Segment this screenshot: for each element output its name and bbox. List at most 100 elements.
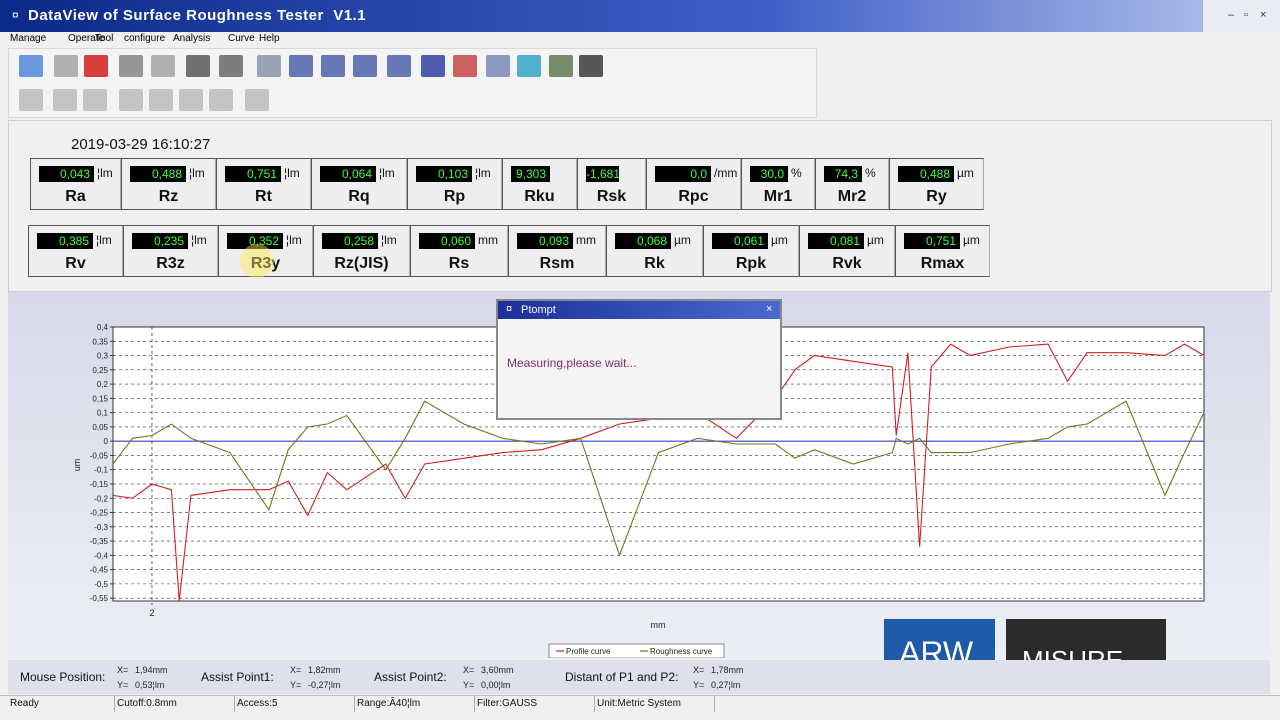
series-line — [112, 400, 1205, 557]
readout-label: Distant of P1 and P2: — [565, 670, 679, 684]
parameter-name: Rz — [158, 188, 179, 205]
parameter-value: 0,352 — [227, 233, 283, 249]
status-field: Cutoff:0.8mm — [117, 698, 177, 709]
dialog-title-bar: ¤ Ptompt × — [498, 301, 780, 319]
readout-y-value: -0,27¦lm — [308, 680, 341, 690]
toolbar-button[interactable] — [579, 55, 603, 77]
parameter-unit: % — [791, 166, 802, 180]
toolbar-button[interactable] — [353, 55, 377, 77]
toolbar-button[interactable] — [54, 55, 78, 77]
toolbar-button[interactable] — [453, 55, 477, 77]
parameter-unit: mm — [576, 233, 596, 247]
toolbar-button[interactable] — [289, 55, 313, 77]
readout-x-value: 3,60mm — [481, 665, 514, 675]
toolbar-button[interactable] — [517, 55, 541, 77]
dialog-icon: ¤ — [506, 303, 513, 315]
parameter-unit: ¦lm — [191, 233, 207, 247]
menu-item[interactable]: Help — [259, 33, 280, 44]
parameter-name: Rp — [443, 188, 466, 205]
menu-item[interactable]: Operate — [68, 33, 105, 44]
parameter-box: 0,061 µm Rpk — [703, 225, 799, 277]
parameter-unit: µm — [867, 233, 884, 247]
toolbar-button[interactable] — [387, 55, 411, 77]
readout-y-value: 0,27¦lm — [711, 680, 741, 690]
readout-x-value: 1,94mm — [135, 665, 168, 675]
parameter-value: 0,751 — [904, 233, 960, 249]
parameter-box: 0,385 ¦lm Rv — [28, 225, 123, 277]
parameter-value: 0,081 — [808, 233, 864, 249]
parameter-box: 9,303 Rku — [502, 158, 577, 210]
y-tick-label: 0,2 — [97, 380, 109, 389]
toolbar-button-disabled — [149, 89, 173, 111]
toolbar-button[interactable] — [19, 55, 43, 77]
menu-item[interactable]: Tool — [95, 33, 114, 44]
parameter-box: 0,751 µm Rmax — [895, 225, 990, 277]
window-button[interactable]: ▫ — [1244, 9, 1248, 21]
readout-y-value: 0,00¦lm — [481, 680, 511, 690]
parameter-value: 0,103 — [416, 166, 472, 182]
parameter-value: 0,0 — [655, 166, 711, 182]
readout-y-label: Y= — [290, 680, 302, 690]
toolbar-button[interactable] — [486, 55, 510, 77]
parameter-box: 0,043 ¦lm Ra — [30, 158, 121, 210]
parameter-name: R3y — [250, 255, 281, 272]
toolbar-button[interactable] — [186, 55, 210, 77]
parameter-value: 0,488 — [130, 166, 186, 182]
window-title: DataView of Surface Roughness Tester V1.… — [28, 7, 367, 24]
toolbar-button[interactable] — [219, 55, 243, 77]
parameter-box: 0,352 ¦lm R3y — [218, 225, 313, 277]
parameter-unit: ¦lm — [284, 166, 300, 180]
dialog-close[interactable]: × — [766, 303, 773, 315]
window-button[interactable]: – — [1228, 9, 1235, 21]
parameter-box: 0,258 ¦lm Rz(JIS) — [313, 225, 410, 277]
readout-x-value: 1,82mm — [308, 665, 341, 675]
status-separator — [714, 696, 715, 712]
parameter-unit: % — [865, 166, 876, 180]
parameter-box: 30,0% Mr1 — [741, 158, 815, 210]
y-tick-label: -0,15 — [90, 480, 109, 489]
toolbar-button[interactable] — [119, 55, 143, 77]
toolbar-button-disabled — [209, 89, 233, 111]
parameter-unit: ¦lm — [381, 233, 397, 247]
readout-x-label: X= — [463, 665, 475, 675]
y-tick-label: 0,25 — [92, 366, 108, 375]
status-separator — [474, 696, 475, 712]
y-tick-label: -0,4 — [94, 551, 108, 560]
parameter-box: 0,488 µm Ry — [889, 158, 984, 210]
menu-item[interactable]: Curve — [228, 33, 255, 44]
toolbar-button-disabled — [53, 89, 77, 111]
toolbar-button[interactable] — [151, 55, 175, 77]
parameter-name: Rvk — [832, 255, 862, 272]
toolbar-button[interactable] — [549, 55, 573, 77]
toolbar-button[interactable] — [84, 55, 108, 77]
parameter-box: 0,751 ¦lm Rt — [216, 158, 311, 210]
parameter-name: Rv — [65, 255, 86, 272]
toolbar-button[interactable] — [257, 55, 281, 77]
parameter-name: Rku — [524, 188, 555, 205]
menu-item[interactable]: Analysis — [173, 33, 211, 44]
parameter-name: Mr2 — [837, 188, 867, 205]
toolbar-button-disabled — [19, 89, 43, 111]
status-separator — [594, 696, 595, 712]
y-tick-label: 0,4 — [97, 323, 109, 332]
readout-label: Mouse Position: — [20, 670, 106, 684]
menu-item[interactable]: Manage — [10, 33, 47, 44]
toolbar-button[interactable] — [321, 55, 345, 77]
y-axis-label: um — [72, 459, 82, 472]
menu-item[interactable]: configure — [124, 33, 166, 44]
parameter-value: 0,068 — [615, 233, 671, 249]
toolbar-button[interactable] — [421, 55, 445, 77]
y-tick-label: 0,1 — [97, 409, 109, 418]
parameter-name: Ry — [926, 188, 947, 205]
readout-x-label: X= — [290, 665, 302, 675]
parameter-name: Rpc — [678, 188, 709, 205]
readout-y-value: 0,53¦lm — [135, 680, 165, 690]
window-button[interactable]: × — [1260, 9, 1267, 21]
parameter-value: 74,3 — [824, 166, 862, 182]
parameter-unit: ¦lm — [189, 166, 205, 180]
parameter-value: 9,303 — [511, 166, 550, 182]
y-tick-label: 0,05 — [92, 423, 108, 432]
y-tick-label: 0,35 — [92, 337, 108, 346]
toolbar-button-disabled — [83, 89, 107, 111]
